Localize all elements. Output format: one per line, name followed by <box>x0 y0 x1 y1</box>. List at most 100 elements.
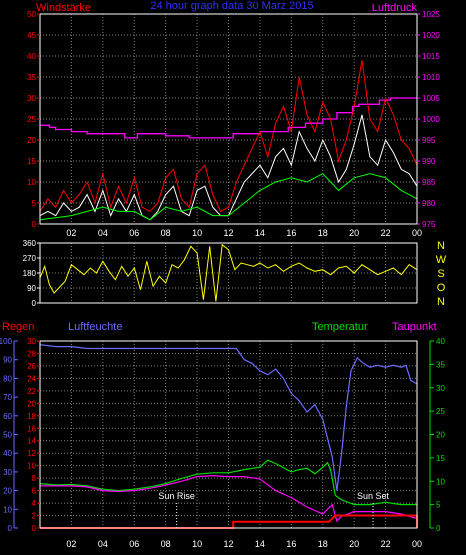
temperature-y-ticks: 0 5 10 15 20 25 30 35 40 <box>430 337 445 533</box>
wind-y-tick-label: 40 <box>27 52 36 61</box>
pressure-y-tick-label: 975 <box>422 220 436 229</box>
pressure-y-tick-label: 1010 <box>422 73 440 82</box>
sun-marker-label: Sun Rise <box>158 491 195 501</box>
humidity-y-tick-label: 90 <box>3 356 12 365</box>
compass-label: W <box>436 254 447 266</box>
rain-y-tick-label: 10 <box>27 462 36 471</box>
temperature-y-tick-label: 10 <box>436 477 445 486</box>
pressure-series-line <box>40 97 417 139</box>
direction-y-tick-label: 90 <box>27 284 36 293</box>
climate-x-tick-label: 10 <box>192 539 202 549</box>
wind-y-tick-label: 50 <box>27 10 36 19</box>
compass-label: N <box>437 296 445 308</box>
rain-y-tick-label: 14 <box>27 437 36 446</box>
pressure-y-tick-label: 1020 <box>422 31 440 40</box>
humidity-axis-label: Luftfeuchte <box>68 321 122 333</box>
rain-y-tick-label: 20 <box>27 399 36 408</box>
compass-label: S <box>437 268 444 280</box>
climate-x-tick-label: 00 <box>412 539 422 549</box>
wind-axis-label: Windstärke <box>36 2 91 14</box>
humidity-y-tick-label: 100 <box>0 337 13 346</box>
rain-y-tick-label: 6 <box>32 487 37 496</box>
rain-y-tick-label: 30 <box>27 337 36 346</box>
humidity-y-tick-label: 50 <box>3 431 12 440</box>
wind-x-tick-label: 12 <box>223 228 233 238</box>
climate-x-tick-label: 06 <box>129 539 139 549</box>
dewpoint-axis-label: Taupunkt <box>392 321 437 333</box>
humidity-y-tick-label: 0 <box>8 524 13 533</box>
compass-label: N <box>437 240 445 252</box>
humidity-y-tick-label: 10 <box>3 505 12 514</box>
temperature-y-tick-label: 15 <box>436 454 445 463</box>
rain-y-tick-label: 22 <box>27 387 36 396</box>
direction-series-line <box>39 243 418 302</box>
direction-y-tick-label: 270 <box>23 254 37 263</box>
wind-x-tick-label: 06 <box>129 228 139 238</box>
rain-y-tick-label: 18 <box>27 412 36 421</box>
rain-y-tick-label: 2 <box>32 512 37 521</box>
wind-y-tick-label: 5 <box>32 199 37 208</box>
rain-y-tick-label: 16 <box>27 424 36 433</box>
climate-x-tick-label: 12 <box>223 539 233 549</box>
humidity-y-tick-label: 20 <box>3 487 12 496</box>
climate-x-tick-label: 02 <box>66 539 76 549</box>
climate-x-tick-label: 18 <box>318 539 328 549</box>
temperature-series-line <box>39 459 417 506</box>
pressure-y-tick-label: 990 <box>422 157 436 166</box>
temperature-y-tick-label: 35 <box>436 360 445 369</box>
pressure-y-tick-label: 1015 <box>422 52 440 61</box>
wind-x-tick-label: 02 <box>66 228 76 238</box>
compass-label: O <box>437 282 446 294</box>
wind-y-tick-label: 10 <box>27 178 36 187</box>
sun-marker-label: Sun Set <box>357 491 390 501</box>
climate-x-tick-label: 20 <box>349 539 359 549</box>
wind-series-layer <box>39 60 418 221</box>
humidity-y-tick-label: 60 <box>3 412 12 421</box>
temperature-y-tick-label: 25 <box>436 407 445 416</box>
humidity-series-line <box>39 344 418 491</box>
pressure-y-tick-label: 995 <box>422 136 436 145</box>
wind-x-tick-label: 22 <box>381 228 391 238</box>
wind-x-tick-label: 20 <box>349 228 359 238</box>
wind_avg-series-line <box>39 172 418 221</box>
pressure-y-ticks: 975 980 985 990 995 1000 1005 1010 1015 1020 1025 <box>417 10 440 229</box>
rain-y-tick-label: 26 <box>27 362 36 371</box>
rain-y-tick-label: 12 <box>27 449 36 458</box>
temperature-y-tick-label: 40 <box>436 337 445 346</box>
direction-y-tick-label: 360 <box>23 239 37 248</box>
dewpoint-series-line <box>40 474 418 523</box>
wind-y-tick-label: 45 <box>27 31 36 40</box>
wind-x-tick-label: 00 <box>412 228 422 238</box>
wind-x-tick-label: 14 <box>255 228 265 238</box>
climate-x-ticks: 02 04 06 08 10 12 14 16 18 20 22 00 <box>66 539 422 549</box>
pressure-y-tick-label: 1000 <box>422 115 440 124</box>
wind-x-tick-label: 16 <box>286 228 296 238</box>
temperature-y-tick-label: 30 <box>436 384 445 393</box>
chart-title: 24 hour graph data 30 Marz 2015 <box>150 0 313 12</box>
wind-y-tick-label: 25 <box>27 115 36 124</box>
wind-y-tick-label: 35 <box>27 73 36 82</box>
pressure-y-tick-label: 1025 <box>422 10 440 19</box>
pressure-y-tick-label: 985 <box>422 178 436 187</box>
humidity-y-tick-label: 30 <box>3 468 12 477</box>
rain-y-tick-label: 8 <box>32 474 37 483</box>
temperature-y-tick-label: 5 <box>436 501 441 510</box>
wind-y-tick-label: 20 <box>27 136 36 145</box>
direction-y-tick-label: 180 <box>23 269 37 278</box>
wind-x-tick-label: 10 <box>192 228 202 238</box>
direction-y-tick-label: 0 <box>32 299 37 308</box>
pressure-y-tick-label: 980 <box>422 199 436 208</box>
wind-y-ticks: 0 5 10 15 20 25 30 35 40 45 50 <box>27 10 40 229</box>
temperature-y-tick-label: 0 <box>436 524 441 533</box>
temperature-axis-label: Temperatur <box>312 321 368 333</box>
wind-y-tick-label: 15 <box>27 157 36 166</box>
wind-y-tick-label: 0 <box>32 220 37 229</box>
climate-x-tick-label: 22 <box>381 539 391 549</box>
direction-y-ticks: 0 90 180 270 360 <box>23 239 40 308</box>
humidity-y-tick-label: 70 <box>3 393 12 402</box>
humidity-y-tick-label: 40 <box>3 449 12 458</box>
